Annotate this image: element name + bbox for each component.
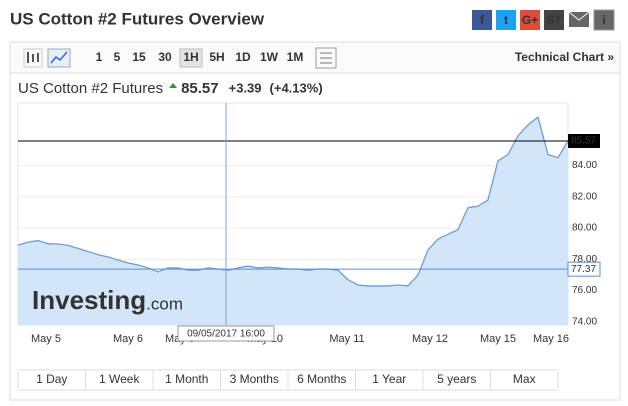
social-bar: f t G+ ST i (472, 9, 615, 31)
interval[interactable]: 5H (209, 50, 224, 64)
social-icon[interactable] (496, 10, 516, 30)
price: 85.57 (181, 80, 219, 97)
y-tick-label: 84.00 (572, 160, 597, 171)
social-icon[interactable] (544, 10, 564, 30)
x-tick-label: May 11 (329, 333, 364, 345)
range-label: 3 Months (230, 372, 279, 386)
prev-tag (567, 261, 601, 277)
range-button[interactable] (490, 369, 559, 391)
interval[interactable]: 1H (183, 50, 198, 64)
social-icon[interactable] (520, 10, 540, 30)
plot: 74.00 76.00 78.00 80.00 82.00 84.00 Investing.… (17, 102, 601, 345)
area (18, 117, 568, 325)
y-tick-label: 76.00 (572, 285, 597, 296)
ranges: 1 Day 1 Week 1 Month 3 Months 6 Months 1 Year… (17, 369, 559, 391)
toolbar (9, 41, 621, 74)
change-pct: (+4.13%) (270, 80, 323, 95)
candle-icon[interactable] (23, 48, 43, 68)
mail-flap (568, 11, 590, 21)
range-label: 1 Year (372, 372, 406, 386)
range-label: Max (513, 372, 536, 386)
up-arrow (169, 83, 178, 88)
social-label: f (480, 13, 485, 27)
range-label: 1 Day (36, 372, 67, 386)
last-tag (568, 133, 600, 148)
intervals: 1 5 15 30 1H 5H 1D 1W 1M (96, 48, 304, 68)
x-tick-label: May 12 (412, 333, 448, 345)
social-label: i (602, 13, 605, 27)
x-tick-label: May 15 (480, 333, 516, 345)
last-label: 85.57 (571, 136, 596, 147)
social-label: t (504, 13, 508, 27)
interval[interactable]: 5 (114, 50, 121, 64)
y-tick-label: 78.00 (572, 254, 597, 265)
watermark: Investing (32, 285, 146, 315)
line-glyph (50, 51, 68, 64)
interval[interactable]: 1D (235, 50, 251, 64)
range-label: 6 Months (297, 372, 346, 386)
social-icon[interactable] (472, 10, 492, 30)
social-label: ST (546, 13, 562, 27)
social-icon[interactable] (593, 9, 615, 31)
interval[interactable]: 30 (158, 50, 172, 64)
candle-glyph (27, 52, 39, 63)
quote: 85.57 +3.39 (+4.13%) (169, 80, 323, 97)
crosshair-label: 09/05/2017 16:00 (187, 329, 265, 340)
social-label: G+ (522, 13, 538, 27)
calc-glyph (320, 52, 332, 64)
interval[interactable]: 1 (96, 50, 103, 64)
x-tick-label: May 5 (31, 333, 61, 345)
quote-name: US Cotton #2 Futures (18, 80, 163, 97)
technical-link[interactable]: Technical Chart » (515, 50, 614, 64)
range-label: 1 Month (165, 372, 208, 386)
calc-icon[interactable] (315, 47, 337, 69)
x-tick-label: May 6 (113, 333, 143, 345)
range-label: 1 Week (99, 372, 140, 386)
x-tick-label: May 16 (533, 333, 569, 345)
range-label: 5 years (437, 372, 476, 386)
crosshair-tag (177, 325, 275, 342)
interval[interactable]: 1W (260, 50, 279, 64)
watermark-suffix: .com (146, 294, 183, 313)
y-tick-label: 80.00 (572, 223, 597, 234)
y-tick-label: 74.00 (572, 317, 597, 328)
title: US Cotton #2 Futures Overview (10, 9, 265, 28)
change: +3.39 (229, 80, 262, 95)
prev-label: 77.37 (571, 264, 596, 275)
chart-type-icons[interactable] (23, 47, 337, 69)
interval[interactable]: 1M (287, 50, 304, 64)
interval[interactable]: 15 (132, 50, 146, 64)
interval-active (179, 48, 203, 68)
y-tick-label: 82.00 (572, 191, 597, 202)
line-icon[interactable] (47, 48, 71, 68)
